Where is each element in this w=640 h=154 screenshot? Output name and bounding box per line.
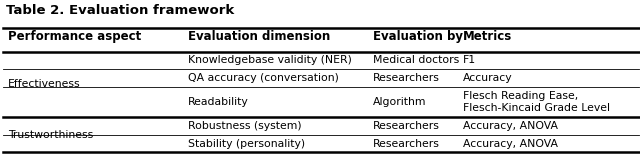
Text: Evaluation dimension: Evaluation dimension bbox=[188, 30, 330, 43]
Text: Researchers: Researchers bbox=[373, 121, 440, 131]
Text: Algorithm: Algorithm bbox=[373, 97, 427, 107]
Text: QA accuracy (conversation): QA accuracy (conversation) bbox=[188, 73, 339, 83]
Text: Accuracy: Accuracy bbox=[463, 73, 513, 83]
Text: Stability (personality): Stability (personality) bbox=[188, 139, 305, 149]
Text: Readability: Readability bbox=[188, 97, 248, 107]
Text: Researchers: Researchers bbox=[373, 73, 440, 83]
Text: Trustworthiness: Trustworthiness bbox=[8, 130, 93, 140]
Text: Flesch Reading Ease,
Flesch-Kincaid Grade Level: Flesch Reading Ease, Flesch-Kincaid Grad… bbox=[463, 91, 610, 113]
Text: Evaluation by: Evaluation by bbox=[373, 30, 463, 43]
Text: F1: F1 bbox=[463, 55, 476, 65]
Text: Researchers: Researchers bbox=[373, 139, 440, 149]
Text: Robustness (system): Robustness (system) bbox=[188, 121, 301, 131]
Text: Accuracy, ANOVA: Accuracy, ANOVA bbox=[463, 139, 557, 149]
Text: Accuracy, ANOVA: Accuracy, ANOVA bbox=[463, 121, 557, 131]
Text: Metrics: Metrics bbox=[463, 30, 512, 43]
Text: Table 2. Evaluation framework: Table 2. Evaluation framework bbox=[6, 4, 235, 17]
Text: Performance aspect: Performance aspect bbox=[8, 30, 141, 43]
Text: Medical doctors: Medical doctors bbox=[373, 55, 460, 65]
Text: Knowledgebase validity (NER): Knowledgebase validity (NER) bbox=[188, 55, 351, 65]
Text: Effectiveness: Effectiveness bbox=[8, 79, 81, 89]
